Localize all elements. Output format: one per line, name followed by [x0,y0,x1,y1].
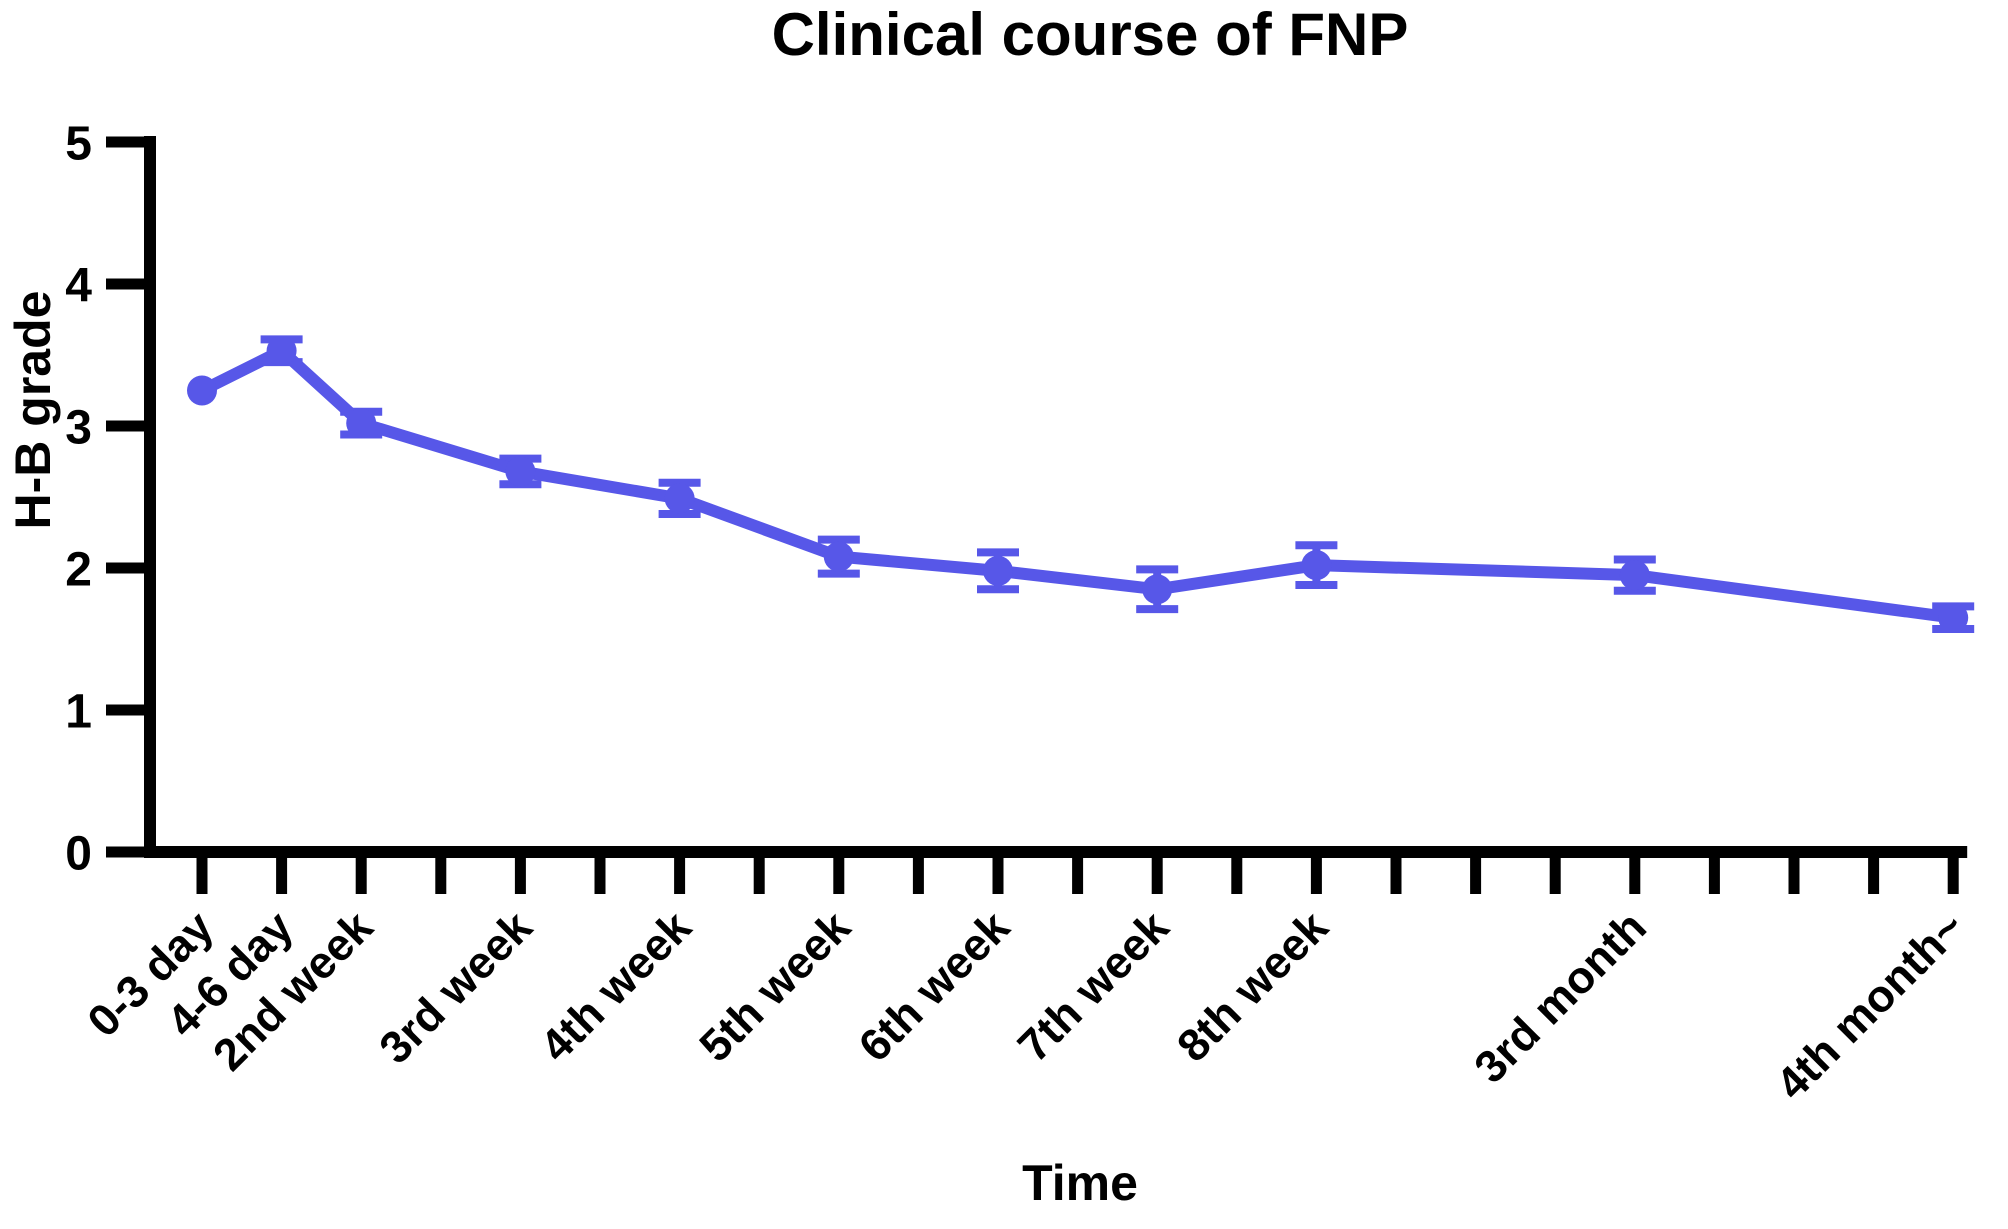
y-tick-label: 5 [65,117,92,170]
x-axis-label: Time [1022,1155,1138,1211]
y-tick-label: 3 [65,401,92,454]
data-point-marker [346,408,377,439]
data-point-marker [187,375,217,406]
y-tick-label: 0 [65,827,92,880]
x-tick-label: 7th week [1008,900,1179,1071]
x-tick-label: 4th month~ [1766,901,1974,1109]
data-point-marker [1142,574,1173,605]
x-tick-label: 3rd week [369,900,542,1073]
data-point-marker [266,335,297,366]
y-tick-label: 1 [65,685,92,738]
x-tick-label: 4th week [530,900,701,1071]
data-point-marker [983,555,1013,586]
y-axis-label: H-B grade [5,291,61,530]
y-tick-label: 2 [65,543,92,596]
x-tick-label: 6th week [849,900,1020,1071]
data-point-marker [823,541,854,572]
chart-title: Clinical course of FNP [772,1,1409,68]
data-point-marker [1938,602,1969,633]
x-tick-label: 3rd month [1464,901,1656,1093]
x-tick-label: 5th week [689,900,860,1071]
x-tick-label: 8th week [1167,900,1338,1071]
y-tick-label: 4 [65,259,92,312]
data-point-marker [505,456,536,487]
data-point-marker [664,483,695,514]
data-point-marker [1619,560,1650,591]
data-series-line [199,344,1954,624]
data-point-marker [1301,550,1332,581]
